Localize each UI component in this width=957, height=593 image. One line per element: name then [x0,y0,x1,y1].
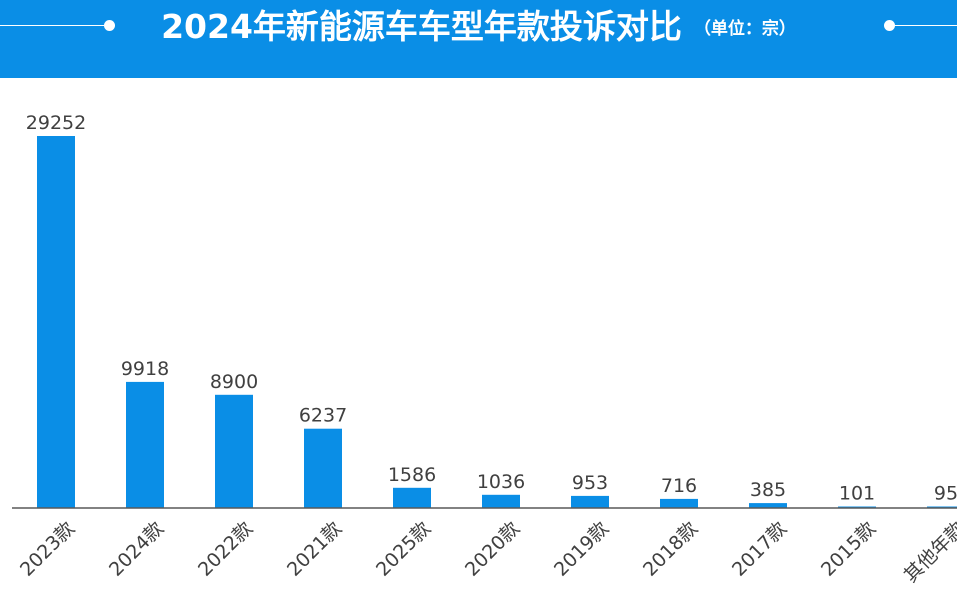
left-decoration-line [0,25,104,26]
category-labels-group: 2023款 2024款 2022款 2021款 2025款 2020款 2019款 2018款… [16,518,957,587]
bar-8 [749,503,787,508]
category-label-8: 2017款 [728,518,791,581]
bar-2 [215,394,253,508]
value-label-0: 29252 [26,112,86,134]
right-decoration-line [890,25,957,26]
right-decoration-dot [884,20,895,31]
bars-group [37,136,957,508]
category-label-4: 2025款 [372,518,435,581]
value-label-6: 953 [572,472,608,494]
category-label-5: 2020款 [461,518,524,581]
category-label-6: 2019款 [550,518,613,581]
bar-3 [304,428,342,508]
category-label-1: 2024款 [105,518,168,581]
value-label-1: 9918 [121,358,169,380]
bar-1 [126,381,164,508]
value-label-2: 8900 [210,371,258,393]
category-label-10: 其他年款 [900,518,957,587]
value-label-5: 1036 [477,471,525,493]
value-label-9: 101 [839,483,875,505]
bar-4 [393,487,431,508]
category-label-2: 2022款 [194,518,257,581]
value-label-8: 385 [750,479,786,501]
title-row: 2024年新能源车车型年款投诉对比 （单位：宗） [0,0,957,52]
category-label-7: 2018款 [639,518,702,581]
bar-5 [482,494,520,508]
value-label-10: 95 [934,483,957,505]
value-label-4: 1586 [388,464,436,486]
bar-6 [571,495,609,508]
bar-7 [660,498,698,508]
category-label-3: 2021款 [283,518,346,581]
category-label-0: 2023款 [16,518,79,581]
value-label-3: 6237 [299,405,347,427]
title-banner: 2024年新能源车车型年款投诉对比 （单位：宗） [0,0,957,78]
category-label-9: 2015款 [817,518,880,581]
left-decoration-dot [104,20,115,31]
value-labels-group: 29252 9918 8900 6237 1586 1036 953 716 385 101 95 [26,112,957,505]
unit-label: （单位：宗） [693,18,796,39]
chart-title: 2024年新能源车车型年款投诉对比 [161,6,682,46]
bar-0 [37,136,75,508]
value-label-7: 716 [661,475,697,497]
